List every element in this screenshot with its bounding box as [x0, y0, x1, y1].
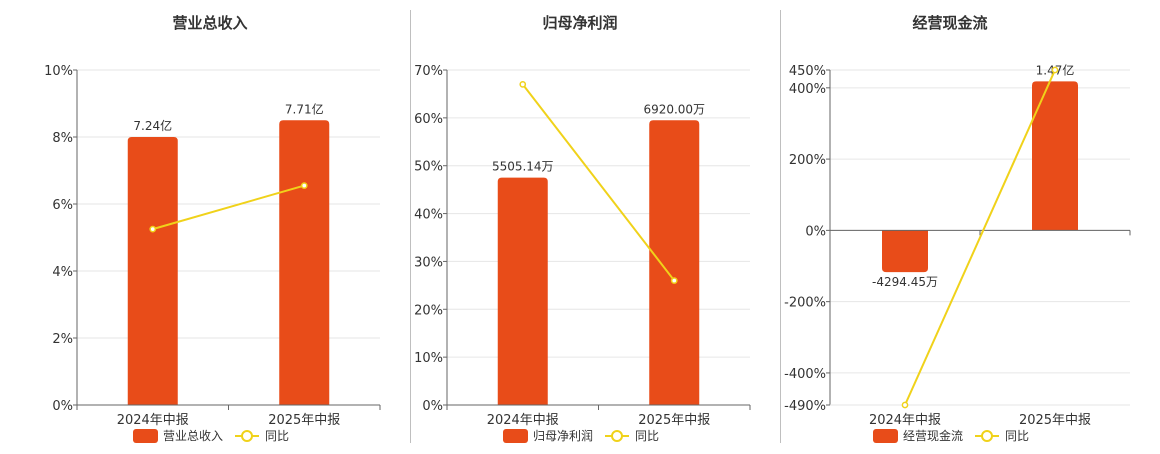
legend-bar-swatch — [873, 429, 898, 443]
panel-divider — [410, 10, 411, 443]
y-tick-label: 70% — [414, 64, 443, 79]
legend-line-label: 同比 — [1005, 429, 1029, 443]
legend-bar-label: 营业总收入 — [163, 429, 223, 443]
bar[interactable] — [882, 230, 928, 273]
y-tick-label: 8% — [52, 131, 73, 146]
chart-title: 归母净利润 — [542, 14, 617, 32]
y-tick-label: 450% — [789, 64, 826, 79]
chart-panel: 营业总收入 0% 2% 4% 6% 8% 10% 7.24亿 7.71亿 2024年中报 2025年… — [44, 14, 381, 443]
y-tick-label: 0% — [805, 224, 826, 239]
y-tick-label: -200% — [784, 296, 826, 311]
y-tick-label: 4% — [52, 265, 73, 280]
bar[interactable] — [497, 177, 548, 405]
x-tick-label: 2025年中报 — [268, 413, 340, 428]
x-tick-label: 2024年中报 — [117, 413, 189, 428]
bar-data-label: 7.71亿 — [285, 101, 324, 116]
y-tick-label: 10% — [44, 64, 73, 79]
legend-bar-label: 经营现金流 — [903, 428, 963, 443]
yoy-point[interactable] — [1051, 66, 1059, 74]
y-tick-label: 6% — [52, 198, 73, 213]
y-tick-label: 400% — [789, 82, 826, 97]
bar-data-label: 5505.14万 — [492, 160, 554, 174]
chart-panel: 经营现金流 -490% -400% -200% 0% 200% 400% 450% -4294.… — [784, 14, 1131, 443]
bar-data-label: 6920.00万 — [643, 102, 705, 116]
y-tick-label: 50% — [414, 160, 443, 175]
panel-divider — [780, 10, 781, 443]
yoy-line — [904, 69, 1056, 406]
y-tick-label: 10% — [414, 351, 443, 366]
y-tick-label: 0% — [52, 399, 73, 414]
legend[interactable]: 归母净利润 同比 — [503, 429, 659, 443]
x-tick-label: 2024年中报 — [487, 413, 559, 428]
y-tick-label: 2% — [52, 332, 73, 347]
yoy-point[interactable] — [670, 277, 678, 284]
legend-bar-swatch — [503, 429, 528, 443]
yoy-line — [152, 184, 305, 231]
x-tick-label: 2025年中报 — [638, 413, 710, 428]
legend-line-label: 同比 — [265, 429, 289, 443]
yoy-point[interactable] — [519, 81, 527, 88]
chart-panel: 归母净利润 0% 10% 20% 30% 40% 50% 60% 70% 5505.14万 6920… — [414, 14, 751, 443]
legend-bar-swatch — [133, 429, 158, 443]
legend-bar-label: 归母净利润 — [533, 429, 593, 443]
chart-title: 经营现金流 — [912, 14, 987, 32]
legend[interactable]: 经营现金流 同比 — [873, 428, 1029, 443]
yoy-point[interactable] — [300, 182, 308, 189]
bar[interactable] — [649, 120, 700, 405]
y-tick-label: 40% — [414, 208, 443, 223]
legend-line-label: 同比 — [635, 429, 659, 443]
x-tick-label: 2025年中报 — [1019, 413, 1091, 428]
legend[interactable]: 营业总收入 同比 — [133, 429, 289, 443]
y-tick-label: -490% — [784, 399, 826, 414]
y-tick-label: 20% — [414, 303, 443, 318]
bar-data-label: -4294.45万 — [872, 275, 938, 289]
chart-title: 营业总收入 — [172, 14, 247, 32]
y-tick-label: -400% — [784, 367, 826, 382]
legend-line-marker — [981, 430, 993, 442]
bar[interactable] — [127, 137, 178, 405]
yoy-point[interactable] — [901, 401, 909, 409]
y-tick-label: 60% — [414, 112, 443, 127]
y-tick-label: 200% — [789, 153, 826, 168]
yoy-line — [521, 83, 676, 282]
yoy-point[interactable] — [149, 225, 157, 233]
y-tick-label: 30% — [414, 255, 443, 270]
x-tick-label: 2024年中报 — [869, 413, 941, 428]
bar[interactable] — [279, 120, 330, 405]
bar-data-label: 7.24亿 — [133, 118, 172, 133]
bar[interactable] — [1032, 81, 1078, 231]
legend-line-marker — [611, 430, 623, 442]
legend-line-marker — [241, 430, 253, 442]
y-tick-label: 0% — [422, 399, 443, 414]
